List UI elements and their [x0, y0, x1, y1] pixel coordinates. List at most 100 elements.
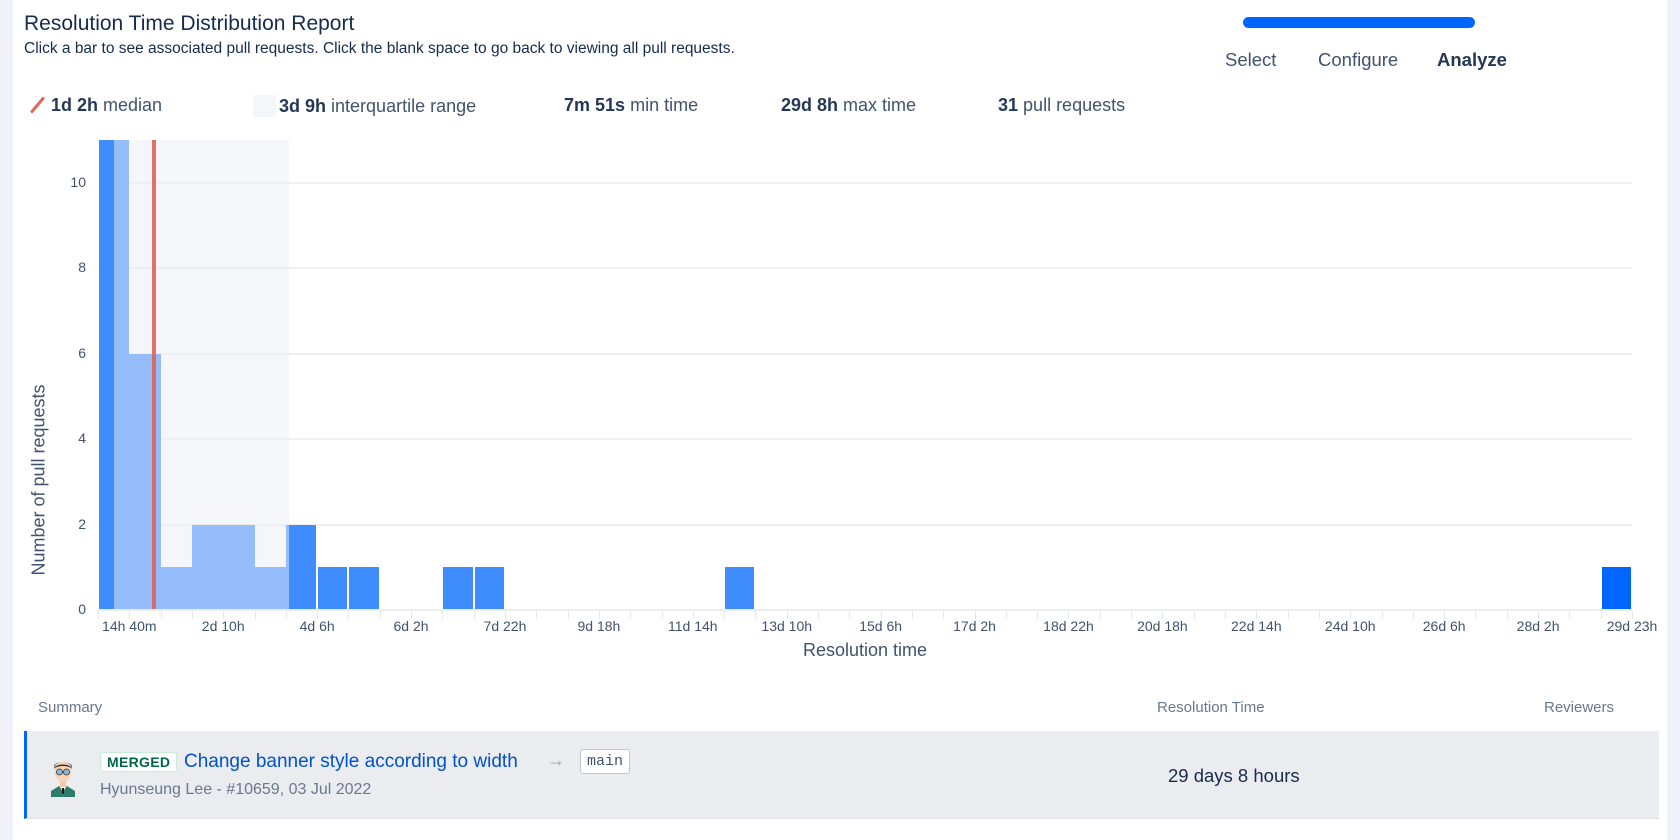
histogram-bar[interactable]	[473, 567, 505, 610]
x-tick-mark	[442, 611, 444, 619]
histogram-bar[interactable]	[98, 140, 130, 610]
gridline	[98, 438, 1632, 441]
stat-max-time: 29d 8h max time	[781, 95, 917, 115]
x-tick-mark	[473, 611, 475, 619]
x-tick-mark	[317, 611, 319, 619]
iqr-swatch-icon	[253, 95, 276, 117]
x-tick-mark	[285, 611, 287, 619]
x-tick-mark	[348, 611, 350, 619]
x-tick-label: 9d 18h	[577, 618, 621, 634]
histogram-bar[interactable]	[1600, 567, 1632, 610]
x-tick-mark	[1600, 611, 1602, 619]
x-tick-label: 29d 23h	[1606, 618, 1658, 634]
x-tick-mark	[1538, 611, 1540, 619]
x-tick-mark	[1287, 611, 1289, 619]
step-analyze[interactable]: Analyze	[1437, 49, 1507, 70]
page-subtitle: Click a bar to see associated pull reque…	[24, 40, 735, 57]
x-tick-label: 15d 6h	[859, 618, 903, 634]
median-line-icon	[29, 96, 46, 114]
iqr-bar-overlay	[191, 524, 224, 610]
y-tick-label: 4	[78, 430, 86, 447]
iqr-bar-overlay	[285, 524, 289, 610]
x-tick-mark	[1162, 611, 1164, 619]
x-tick-mark	[1632, 611, 1633, 619]
y-axis-title: Number of pull requests	[28, 384, 49, 576]
x-tick-mark	[1131, 611, 1133, 619]
y-tick-label: 6	[78, 344, 86, 361]
histogram-bar[interactable]	[442, 567, 474, 610]
x-tick-mark	[818, 611, 820, 619]
x-tick-mark	[567, 611, 569, 619]
histogram-bar[interactable]	[191, 524, 224, 610]
x-tick-label: 13d 10h	[761, 618, 813, 634]
x-tick-mark	[943, 611, 945, 619]
histogram-bar[interactable]	[724, 567, 756, 610]
x-tick-mark	[160, 611, 162, 619]
stat-pr-count: 31 pull requests	[998, 95, 1126, 115]
gridline	[98, 523, 1632, 526]
x-tick-mark	[1318, 611, 1320, 619]
histogram-bar[interactable]	[160, 567, 192, 610]
column-header-resolution-time: Resolution Time	[1157, 699, 1265, 716]
x-tick-mark	[1350, 611, 1352, 619]
pull-request-title-link[interactable]: Change banner style according to width	[184, 751, 518, 772]
y-tick-label: 2	[78, 515, 86, 532]
x-tick-label: 6d 2h	[393, 618, 429, 634]
y-tick-label: 8	[78, 259, 86, 276]
pull-request-row[interactable]: MERGED Change banner style according to …	[24, 731, 1659, 819]
x-tick-mark	[1225, 611, 1227, 619]
x-axis-line	[98, 609, 1632, 611]
column-header-reviewers: Reviewers	[1544, 699, 1615, 716]
x-tick-mark	[630, 611, 632, 619]
histogram-chart[interactable]: Number of pull requests 0 2 4 6 8 10 14h 40m 2d…	[13, 130, 1667, 670]
x-tick-mark	[1068, 611, 1070, 619]
x-tick-label: 28d 2h	[1516, 618, 1560, 634]
x-tick-mark	[598, 611, 600, 619]
resolution-time-value: 29 days 8 hours	[1168, 765, 1300, 786]
x-tick-label: 2d 10h	[201, 618, 245, 634]
x-tick-mark	[755, 611, 757, 619]
x-tick-label: 18d 22h	[1043, 618, 1094, 634]
step-configure[interactable]: Configure	[1318, 49, 1399, 70]
x-tick-mark	[1412, 611, 1414, 619]
gridline	[98, 181, 1632, 184]
x-tick-label: 20d 18h	[1137, 618, 1188, 634]
x-tick-mark	[98, 611, 99, 619]
x-tick-mark	[786, 611, 788, 619]
y-tick-label: 10	[70, 173, 86, 190]
x-tick-mark	[849, 611, 851, 619]
x-tick-mark	[411, 611, 413, 619]
x-tick-mark	[1569, 611, 1571, 619]
gridline	[98, 352, 1632, 355]
y-tick-label: 0	[78, 601, 86, 617]
x-axis-title: Resolution time	[802, 640, 928, 660]
iqr-bar-overlay	[113, 140, 130, 610]
step-select[interactable]: Select	[1225, 49, 1277, 70]
x-tick-mark	[1475, 611, 1477, 619]
x-tick-mark	[724, 611, 726, 619]
x-tick-mark	[661, 611, 663, 619]
histogram-bar[interactable]	[254, 567, 286, 610]
x-tick-label: 22d 14h	[1231, 618, 1282, 634]
x-tick-mark	[1381, 611, 1383, 619]
histogram-bar[interactable]	[348, 567, 380, 610]
x-tick-mark	[129, 611, 131, 619]
x-tick-mark	[692, 611, 694, 619]
x-tick-label: 24d 10h	[1324, 618, 1376, 634]
histogram-bar[interactable]	[285, 524, 318, 610]
histogram-bar[interactable]	[317, 567, 349, 610]
x-tick-label: 26d 6h	[1422, 618, 1466, 634]
x-tick-mark	[191, 611, 193, 619]
x-tick-mark	[880, 611, 882, 619]
gridline	[98, 267, 1632, 270]
column-header-summary: Summary	[38, 699, 103, 716]
wizard-progress-bar	[1243, 17, 1475, 28]
histogram-bar[interactable]	[223, 524, 255, 610]
arrow-right-icon: →	[547, 750, 565, 770]
pull-request-meta: Hyunseung Lee - #10659, 03 Jul 2022	[100, 781, 372, 798]
x-tick-label: 4d 6h	[299, 618, 335, 634]
page-title: Resolution Time Distribution Report	[24, 12, 355, 35]
iqr-bar-overlay	[254, 567, 286, 610]
iqr-bar-overlay	[160, 567, 192, 610]
x-tick-mark	[504, 611, 506, 619]
